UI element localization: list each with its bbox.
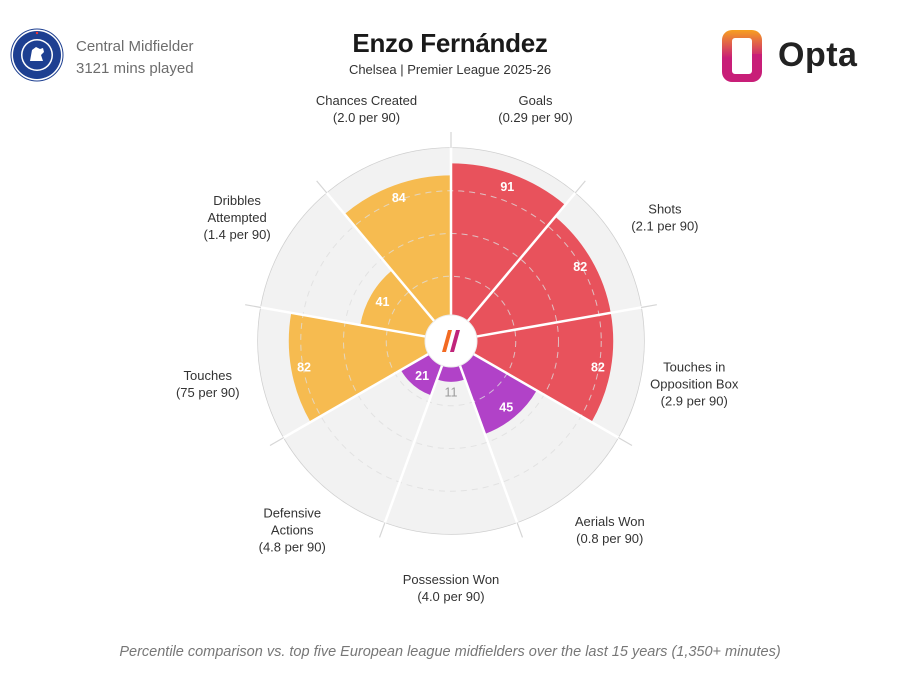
category-label: (4.8 per 90) <box>259 540 326 555</box>
radar-centre <box>424 314 478 368</box>
radar-segment-bg <box>384 361 518 534</box>
data-label: 82 <box>297 360 311 374</box>
data-label: 91 <box>500 180 514 194</box>
radar-separator-tick <box>574 180 586 194</box>
club-badge-icon <box>10 28 64 82</box>
radar-bar <box>344 175 451 325</box>
radar-gridline <box>385 275 517 407</box>
data-label: 21 <box>415 369 429 383</box>
minutes-played: 3121 mins played <box>76 60 194 77</box>
category-label: (75 per 90) <box>176 385 240 400</box>
radar-separator <box>378 361 445 538</box>
radar-separator-tick <box>378 522 386 538</box>
radar-bar <box>400 352 444 396</box>
category-label: Shots <box>648 202 682 217</box>
radar-separator <box>469 350 633 447</box>
radar-gridline <box>385 275 517 407</box>
radar-separator <box>244 303 430 339</box>
data-label: 41 <box>376 295 390 309</box>
player-subtitle: Chelsea | Premier League 2025-26 <box>348 62 552 77</box>
category-label: Actions <box>271 523 314 538</box>
player-name: Enzo Fernández <box>352 28 548 58</box>
category-label: (2.9 per 90) <box>661 393 728 408</box>
category-label: Dribbles <box>213 193 261 208</box>
radar-bar <box>288 312 432 423</box>
centre-mark-icon <box>450 330 460 352</box>
radar-separator-tick <box>245 304 262 309</box>
radar-separator-tick <box>516 522 524 538</box>
category-label: Touches <box>184 368 233 383</box>
radar-bar <box>437 361 465 382</box>
category-label: (1.4 per 90) <box>203 227 270 242</box>
radar-separator-tick <box>316 180 328 194</box>
data-label: 11 <box>445 385 458 399</box>
radar-separator <box>464 180 587 325</box>
opta-logo-icon <box>722 30 762 82</box>
category-label: Attempted <box>207 210 266 225</box>
radar-separator-tick <box>617 436 633 447</box>
category-label: (0.29 per 90) <box>498 110 572 125</box>
category-label: (4.0 per 90) <box>417 589 484 604</box>
category-label: Goals <box>518 93 552 108</box>
footnote: Percentile comparison vs. top five Europ… <box>119 644 781 660</box>
player-position: Central Midfielder <box>76 38 194 55</box>
radar-separator-tick <box>640 304 657 309</box>
data-label: 45 <box>499 400 513 414</box>
radar-bar <box>470 312 614 423</box>
category-label: (2.1 per 90) <box>631 219 698 234</box>
radar-separator <box>457 361 524 538</box>
radar-segment-bg <box>283 352 444 523</box>
brand-name: Opta <box>778 36 858 74</box>
category-label: (2.0 per 90) <box>333 110 400 125</box>
radar-separator-tick <box>269 436 285 447</box>
category-label: Possession Won <box>403 572 500 587</box>
category-label: Defensive <box>263 506 321 521</box>
radar-separator <box>315 180 438 325</box>
radar-bar <box>451 163 566 325</box>
radar-chart: 91 Goals (0.29 per 90) 82 Shots (2.1 per 90) 8… <box>176 93 739 604</box>
category-label: Opposition Box <box>650 376 739 391</box>
category-label: (0.8 per 90) <box>576 531 643 546</box>
data-label: 84 <box>392 191 406 205</box>
data-label: 82 <box>591 360 605 374</box>
brand-logo: Opta <box>718 26 878 86</box>
category-label: Chances Created <box>316 93 417 108</box>
category-label: Touches in <box>663 359 725 374</box>
radar-separator <box>472 303 658 339</box>
radar-separator <box>269 350 433 447</box>
category-label: Aerials Won <box>575 514 645 529</box>
data-label: 82 <box>573 260 587 274</box>
centre-mark-icon <box>442 330 452 352</box>
